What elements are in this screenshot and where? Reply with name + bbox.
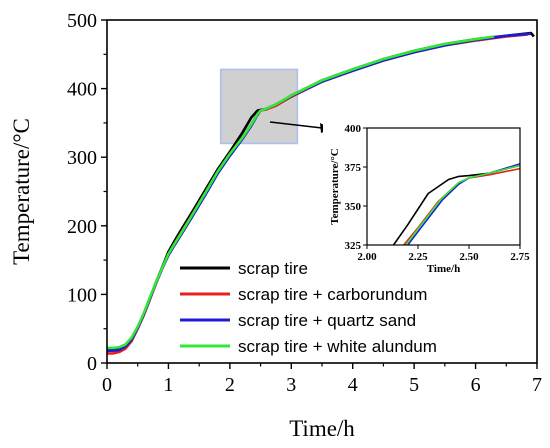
x-tick-label: 5 (409, 374, 419, 396)
inset-x-tick-label: 2.00 (357, 251, 377, 263)
y-tick-label: 100 (67, 284, 97, 306)
x-tick-label: 0 (102, 374, 112, 396)
inset-y-tick-label: 375 (345, 162, 362, 174)
inset-y-axis-title: Temperature/°C (329, 148, 341, 225)
legend-label-2: scrap tire + quartz sand (238, 311, 416, 330)
x-tick-label: 6 (471, 374, 481, 396)
y-tick-label: 400 (67, 79, 97, 101)
series-line-3 (107, 35, 495, 350)
inset-x-tick-label: 2.75 (510, 251, 530, 263)
zoom-arrow (269, 121, 323, 129)
inset-y-tick-label: 350 (345, 201, 362, 213)
x-tick-label: 7 (532, 374, 542, 396)
inset-x-tick-label: 2.50 (459, 251, 479, 263)
inset-y-tick-label: 400 (345, 123, 362, 135)
legend-label-3: scrap tire + white alundum (238, 337, 437, 356)
y-axis-title: Temperature/°C (9, 118, 34, 265)
y-tick-label: 200 (67, 216, 97, 238)
inset-series-line-3 (405, 164, 521, 246)
x-tick-label: 2 (225, 374, 235, 396)
inset-x-tick-label: 2.25 (408, 251, 428, 263)
inset-frame (366, 127, 521, 246)
x-tick-label: 1 (163, 374, 173, 396)
y-tick-label: 500 (67, 10, 97, 32)
inset-x-axis-title: Time/h (427, 263, 460, 275)
x-tick-label: 3 (286, 374, 296, 396)
legend-label-0: scrap tire (238, 259, 308, 278)
inset-y-tick-label: 325 (345, 240, 362, 252)
legend-label-1: scrap tire + carborundum (238, 285, 427, 304)
inset-background (323, 120, 530, 277)
y-tick-label: 300 (67, 147, 97, 169)
zoom-region (219, 68, 299, 145)
x-axis-title: Time/h (289, 416, 355, 441)
y-tick-label: 0 (87, 353, 97, 375)
x-tick-label: 4 (348, 374, 358, 396)
